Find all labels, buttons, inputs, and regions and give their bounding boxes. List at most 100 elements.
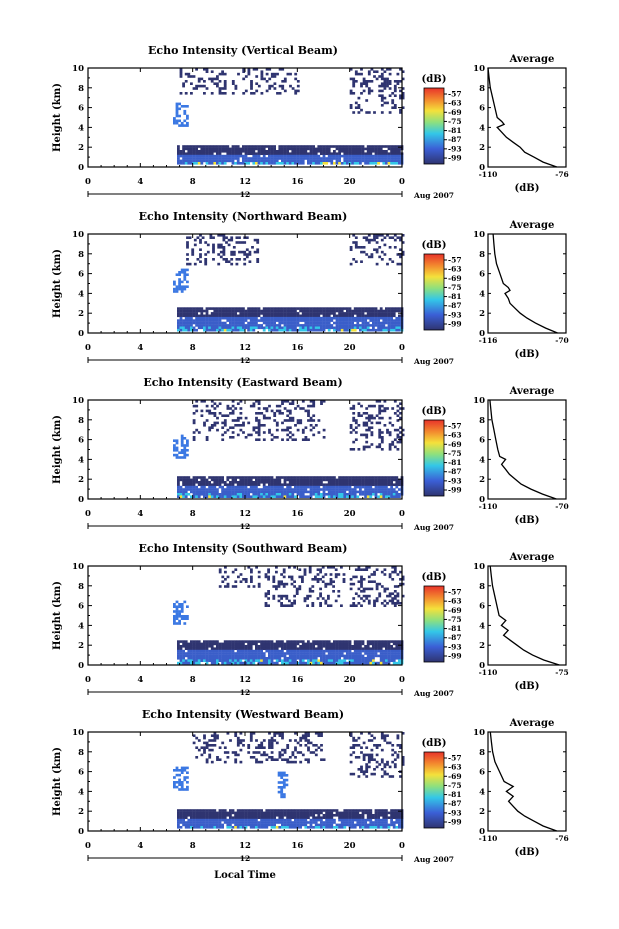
heatmap-cell [260,818,263,822]
heatmap-cell [395,150,399,153]
heatmap-cell [334,575,338,579]
heatmap-cell [197,152,201,155]
heatmap-cell [309,645,313,648]
heatmap-cell [200,649,204,653]
heatmap-cell [177,649,180,653]
heatmap-cell [390,314,393,318]
heatmap-cell [286,488,289,491]
heatmap-cell [234,314,237,318]
heatmap-cell [291,814,295,817]
heatmap-cell [364,647,367,650]
heatmap-cell [178,107,181,111]
heatmap-cell [330,816,334,819]
heatmap-cell [195,654,198,658]
heatmap-cell [278,328,282,332]
heatmap-cell [195,428,199,432]
heatmap-cell [333,645,336,648]
heatmap-cell [203,421,206,425]
heatmap-cell [294,314,297,318]
heatmap-cell [288,409,292,413]
heatmap-cell [203,818,206,822]
heatmap-cell [325,814,328,817]
heatmap-cell [273,412,277,415]
heatmap-cell [226,645,230,648]
heatmap-cell [364,661,367,665]
heatmap-cell [217,243,221,247]
heatmap-cell [387,816,391,819]
heatmap-cell [299,816,302,819]
heatmap-cell [356,659,360,662]
heatmap-cell [359,659,362,662]
heatmap-cell [264,575,268,579]
heatmap-cell [223,316,227,320]
heatmap-cell [348,814,352,817]
heatmap-cell [244,416,248,420]
heatmap-cell [187,328,191,332]
heatmap-cell [307,314,310,318]
heatmap-cell [205,159,209,163]
heatmap-cell [354,431,358,434]
heatmap-cell [338,145,341,148]
heatmap-cell [288,321,292,325]
heatmap-cell [360,82,363,85]
heatmap-cell [291,314,295,318]
heatmap-cell [187,157,191,160]
heatmap-cell [327,152,331,155]
heatmap-cell [366,162,370,165]
heatmap-cell [354,72,358,76]
heatmap-cell [226,582,230,586]
heatmap-cell [252,324,256,327]
heatmap-cell [340,490,344,494]
heatmap-cell [252,319,256,322]
heatmap-cell [369,493,373,496]
heatmap-cell [301,481,305,484]
heatmap-cell [356,647,360,650]
heatmap-cell [294,490,297,494]
heatmap-cell [283,407,287,410]
heatmap-cell [231,419,235,422]
heatmap-cell [203,154,206,158]
heatmap-cell [213,314,217,318]
heatmap-cell [392,661,396,665]
heatmap-cell [377,321,380,325]
average-y-tick-label: 10 [473,562,485,572]
heatmap-cell [226,488,230,491]
heatmap-cell [396,436,400,439]
heatmap-cell [221,575,225,579]
heatmap-cell [312,402,316,405]
heatmap-cell [320,152,323,155]
heatmap-cell [325,488,328,491]
heatmap-cell [231,654,235,658]
heatmap-cell [197,481,201,484]
heatmap-cell [338,152,341,155]
heatmap-cell [244,493,248,496]
heatmap-cell [325,162,328,165]
heatmap-cell [327,309,331,313]
heatmap-cell [216,328,219,332]
heatmap-cell [370,414,374,417]
heatmap-cell [309,319,313,322]
colorbar-tick-label: -81 [448,624,462,633]
heatmap-cell [226,309,230,313]
heatmap-cell [286,478,289,482]
heatmap-cell [231,495,235,498]
heatmap-cell [175,102,179,106]
heatmap-cell [268,481,271,484]
heatmap-cell [367,70,371,73]
heatmap-cell [187,154,191,158]
heatmap-cell [244,316,248,320]
heatmap-cell [288,324,292,327]
heatmap-cell [183,275,187,279]
heatmap-cell [383,70,387,73]
heatmap-cell [260,495,263,498]
heatmap-cell [231,485,235,489]
heatmap-cell [354,243,358,247]
heatmap-cell [338,314,341,318]
heatmap-cell [197,150,201,153]
heatmap-cell [283,319,287,322]
heatmap-cell [265,659,269,662]
heatmap-cell [192,642,196,646]
heatmap-cell [329,580,333,583]
heatmap-cell [340,319,344,322]
